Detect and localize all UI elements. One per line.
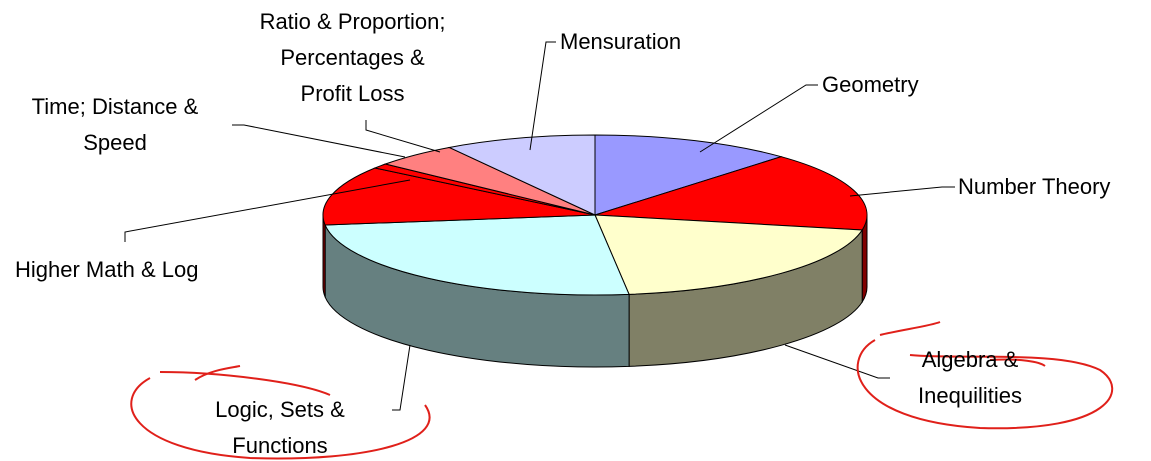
leader-lines <box>124 41 955 411</box>
leader-line <box>124 179 411 242</box>
slice <box>324 214 630 296</box>
leader-line <box>784 344 890 379</box>
hand-annotations <box>130 321 1114 460</box>
annotation-circle <box>130 377 431 460</box>
slice <box>594 214 864 295</box>
pie-sides <box>322 214 868 368</box>
pie-tops <box>322 134 868 296</box>
slice-label: Time; Distance & Speed <box>31 94 199 155</box>
leader-line <box>529 41 556 151</box>
annotation-stroke <box>159 371 331 396</box>
slice-label: Number Theory <box>958 174 1111 199</box>
slice-label: Geometry <box>822 72 919 97</box>
slice-label: Mensuration <box>560 29 682 54</box>
slice-label: Algebra & Inequilities <box>918 347 1022 408</box>
leader-line <box>392 344 411 411</box>
leader-line <box>699 84 818 153</box>
slice <box>594 156 868 231</box>
leader-line <box>232 124 406 158</box>
slice <box>322 167 596 226</box>
leader-line <box>365 120 441 153</box>
pie <box>322 134 868 368</box>
annotation-circle <box>856 339 1114 430</box>
slice <box>594 134 783 216</box>
annotation-stroke <box>989 358 1046 367</box>
slice-label: Ratio & Proportion; Percentages & Profit… <box>259 9 446 106</box>
slice-label: Higher Math & Log <box>15 257 199 282</box>
slice <box>447 134 596 216</box>
slice-label: Logic, Sets & Functions <box>215 397 345 458</box>
annotation-stroke <box>194 365 241 381</box>
annotation-stroke <box>879 321 941 336</box>
leader-line <box>849 186 955 197</box>
slice-side <box>322 214 326 298</box>
